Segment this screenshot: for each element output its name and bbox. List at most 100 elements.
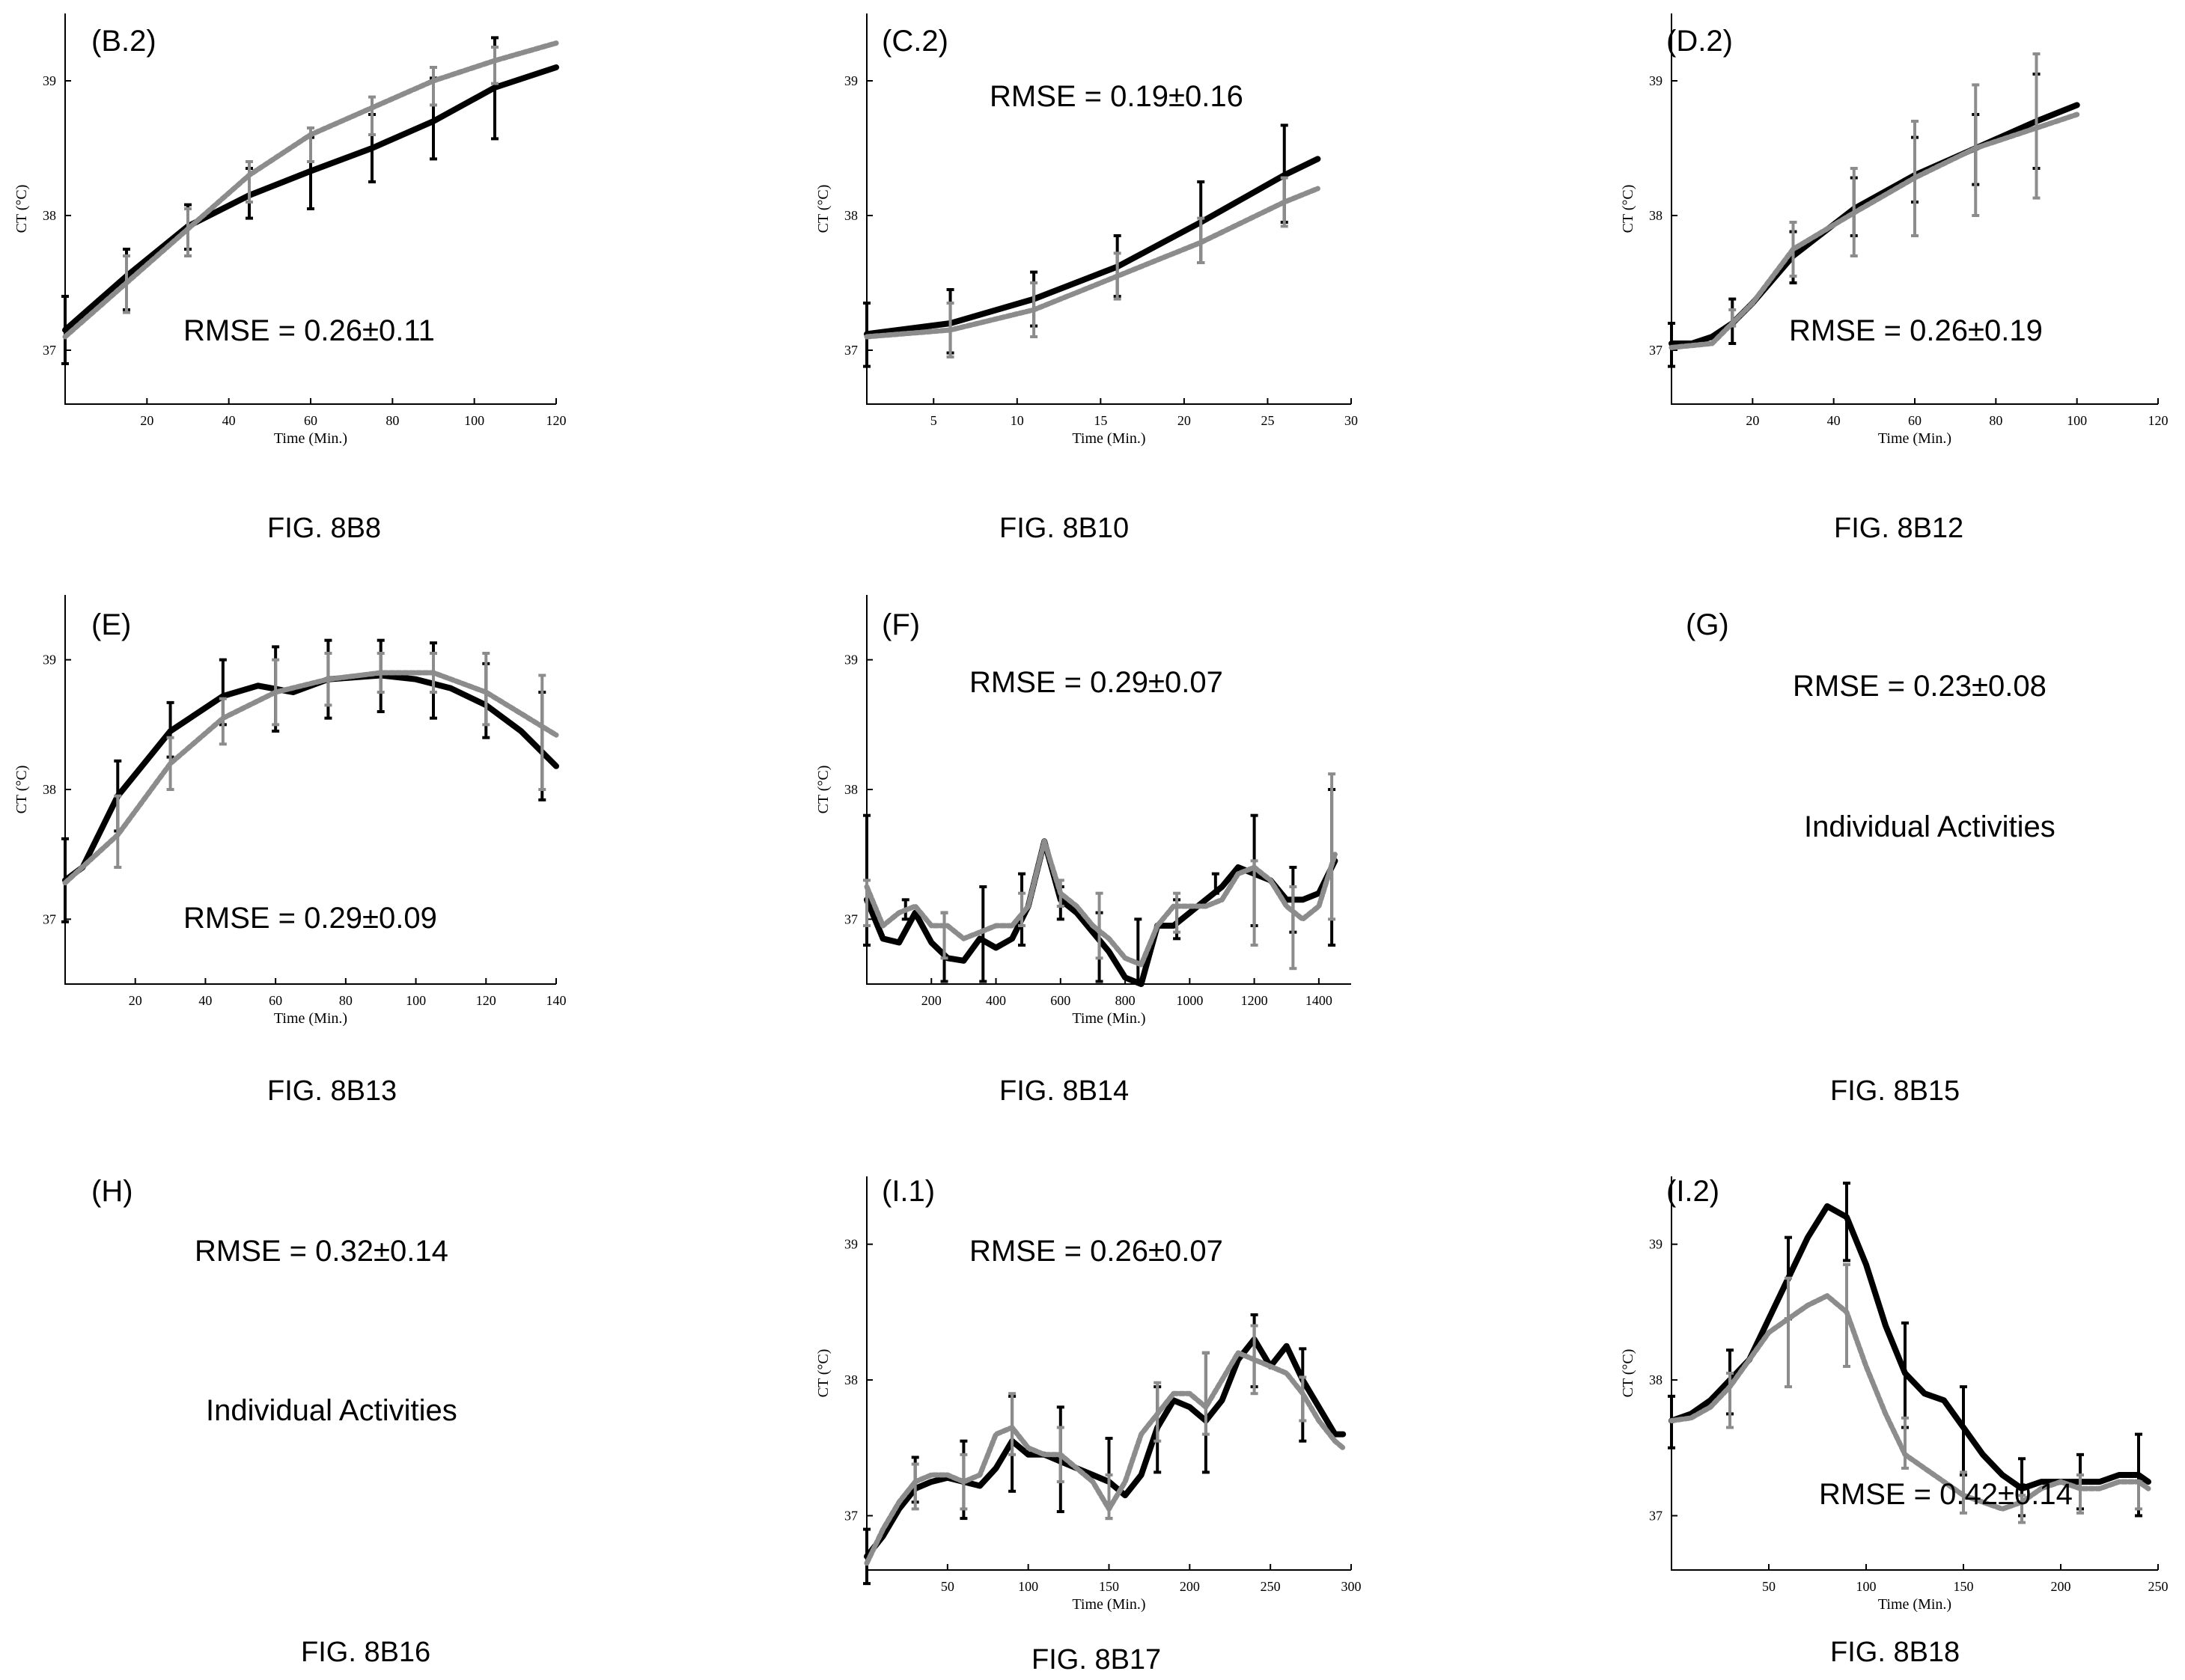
y-tick-label: 37 xyxy=(844,1508,858,1523)
figure-caption: FIG. 8B17 xyxy=(1031,1644,1161,1676)
measured-line xyxy=(62,672,559,884)
y-tick-label: 38 xyxy=(1649,208,1663,223)
error-bar xyxy=(219,697,227,746)
x-axis-label: Time (Min.) xyxy=(1072,1010,1145,1027)
x-tick-label: 1200 xyxy=(1241,993,1268,1008)
error-bar xyxy=(1785,1277,1792,1389)
error-bar xyxy=(863,879,871,927)
x-tick-label: 20 xyxy=(129,993,142,1008)
error-bar xyxy=(1843,1262,1850,1368)
x-axis-label: Time (Min.) xyxy=(1072,1596,1145,1613)
error-bar xyxy=(324,652,332,707)
panel-h: (H) RMSE = 0.32±0.14 Individual Activiti… xyxy=(91,1175,457,1668)
error-bar xyxy=(1728,308,1737,328)
axis-lines xyxy=(866,13,1351,405)
measured-line xyxy=(864,156,1321,337)
x-tick-label: 150 xyxy=(1099,1579,1119,1594)
error-bar xyxy=(1289,885,1297,971)
x-axis-label: Time (Min.) xyxy=(274,1010,347,1027)
error-bar xyxy=(1095,891,1103,960)
axis-lines xyxy=(1671,1176,2158,1571)
error-bar xyxy=(368,95,376,136)
x-tick-label: 200 xyxy=(2051,1579,2071,1594)
x-tick-label: 80 xyxy=(1989,413,2002,428)
panel-label: (I.1) xyxy=(882,1175,935,1208)
x-tick-label: 200 xyxy=(1180,1579,1200,1594)
y-tick-label: 37 xyxy=(43,343,56,358)
x-tick-label: 40 xyxy=(1827,413,1841,428)
error-bar xyxy=(2032,52,2041,200)
model-series xyxy=(1669,52,2080,350)
activities-label-g: Individual Activities xyxy=(1804,810,2056,843)
x-tick-label: 100 xyxy=(1856,1579,1877,1594)
error-bar xyxy=(960,1453,968,1511)
figure-caption: FIG. 8B8 xyxy=(267,513,381,544)
error-bar xyxy=(1154,1381,1162,1443)
y-tick-label: 39 xyxy=(1649,1237,1663,1252)
error-bar xyxy=(1901,1416,1909,1470)
x-tick-label: 1000 xyxy=(1176,993,1203,1008)
error-bar xyxy=(430,652,437,694)
error-bar xyxy=(1250,1324,1258,1396)
x-tick-label: 25 xyxy=(1261,413,1274,428)
y-axis-label: CT (°C) xyxy=(1620,1349,1636,1398)
error-bar xyxy=(911,1462,919,1511)
panel-label: (B.2) xyxy=(91,25,156,58)
x-tick-label: 60 xyxy=(1908,413,1922,428)
y-axis-label: CT (°C) xyxy=(815,1349,832,1398)
error-bar xyxy=(272,658,280,727)
panel-label-g: (G) xyxy=(1686,608,1729,641)
y-tick-label: 37 xyxy=(1649,343,1663,358)
error-bar xyxy=(1668,322,1675,368)
chart-panel-2: 37 38 39 5 10 15 20 25 30 Time (Min.) CT (°C) (C.2)… xyxy=(815,13,1358,544)
error-bar xyxy=(61,295,69,365)
y-tick-label: 37 xyxy=(844,911,858,926)
x-tick-label: 80 xyxy=(386,413,399,428)
figure-caption: FIG. 8B12 xyxy=(1834,513,1963,544)
chart-panel-4: 37 38 39 20 40 60 80 100 120 140 Time (Min.) CT (°C… xyxy=(13,595,567,1107)
panel-label-h: (H) xyxy=(91,1175,133,1208)
y-axis-label: CT (°C) xyxy=(815,766,832,814)
chart-panel-1: 37 38 39 20 40 60 80 100 120 Time (Min.) CT (°C) (B… xyxy=(13,13,567,544)
x-tick-label: 60 xyxy=(304,413,317,428)
y-tick-label: 38 xyxy=(1649,1372,1663,1387)
rmse-label-g: RMSE = 0.23±0.08 xyxy=(1793,670,2047,703)
x-tick-label: 150 xyxy=(1954,1579,1974,1594)
rmse-label-h: RMSE = 0.32±0.14 xyxy=(195,1235,448,1268)
caption-8b15: FIG. 8B15 xyxy=(1830,1075,1960,1107)
panel-label: (I.2) xyxy=(1666,1175,1719,1208)
error-bar xyxy=(1008,1392,1017,1456)
error-bar xyxy=(1726,1372,1734,1429)
x-tick-label: 100 xyxy=(2067,413,2087,428)
x-tick-label: 250 xyxy=(1261,1579,1281,1594)
error-bar xyxy=(1843,1182,1850,1262)
y-tick-label: 38 xyxy=(844,1372,858,1387)
rmse-label: RMSE = 0.29±0.07 xyxy=(969,666,1223,699)
error-bar xyxy=(1113,251,1121,301)
figure-caption: FIG. 8B18 xyxy=(1830,1637,1960,1668)
rmse-label: RMSE = 0.19±0.16 xyxy=(990,80,1243,113)
rmse-label: RMSE = 0.26±0.07 xyxy=(969,1235,1223,1268)
model-series xyxy=(864,176,1320,358)
model-series xyxy=(62,652,559,886)
y-tick-label: 37 xyxy=(43,911,56,926)
x-tick-label: 400 xyxy=(986,993,1006,1008)
axis-lines xyxy=(64,595,556,985)
error-bar xyxy=(1173,891,1181,934)
error-bar xyxy=(538,673,546,791)
x-tick-label: 140 xyxy=(546,993,567,1008)
x-tick-label: 30 xyxy=(1344,413,1358,428)
error-bar xyxy=(1789,221,1797,278)
panel-g: (G) RMSE = 0.23±0.08 Individual Activiti… xyxy=(1686,608,2056,1107)
error-bar xyxy=(2135,1480,2142,1511)
y-tick-label: 39 xyxy=(844,653,858,668)
error-bar xyxy=(114,794,122,869)
y-tick-label: 38 xyxy=(43,208,56,223)
x-tick-label: 1400 xyxy=(1305,993,1332,1008)
model-series xyxy=(1669,1262,2151,1524)
x-tick-label: 600 xyxy=(1050,993,1070,1008)
chart-panel-6: 37 38 39 50 100 150 200 250 300 Time (Min.) CT (°C… xyxy=(815,1175,1362,1676)
x-tick-label: 100 xyxy=(464,413,484,428)
y-tick-label: 39 xyxy=(43,73,56,88)
x-tick-label: 20 xyxy=(1177,413,1191,428)
